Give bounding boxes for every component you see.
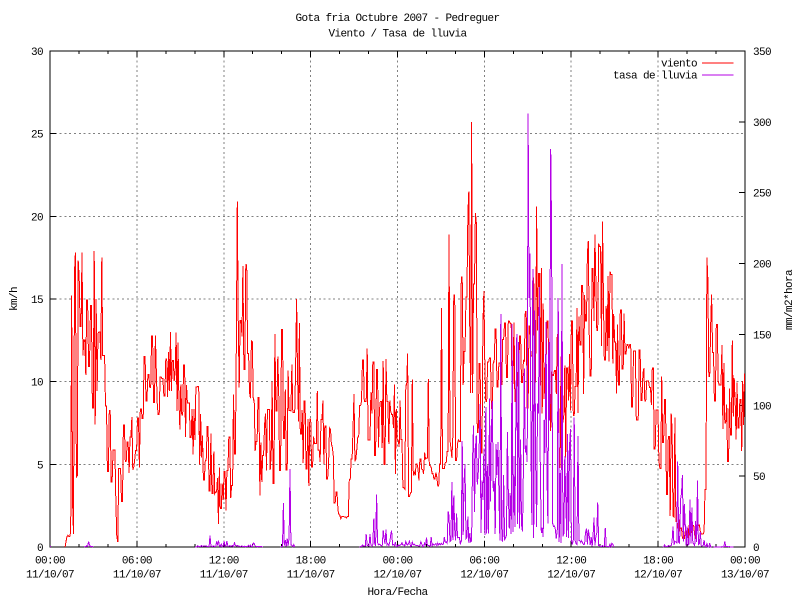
svg-text:18:00: 18:00 [643, 556, 673, 568]
svg-text:50: 50 [753, 472, 765, 484]
svg-text:11/10/07: 11/10/07 [113, 570, 161, 582]
svg-text:km/h: km/h [9, 287, 21, 311]
svg-text:18:00: 18:00 [296, 556, 326, 568]
svg-text:250: 250 [753, 189, 771, 201]
svg-text:300: 300 [753, 118, 771, 130]
svg-text:12/10/07: 12/10/07 [460, 570, 508, 582]
svg-text:20: 20 [31, 212, 43, 224]
svg-text:12:00: 12:00 [209, 556, 239, 568]
svg-text:0: 0 [37, 543, 43, 555]
svg-text:12:00: 12:00 [556, 556, 586, 568]
svg-text:12/10/07: 12/10/07 [547, 570, 595, 582]
svg-text:mm/m2*hora: mm/m2*hora [784, 269, 796, 330]
svg-text:13/10/07: 13/10/07 [721, 570, 769, 582]
svg-text:06:00: 06:00 [122, 556, 152, 568]
svg-text:15: 15 [31, 295, 43, 307]
svg-text:150: 150 [753, 330, 771, 342]
svg-text:00:00: 00:00 [35, 556, 65, 568]
svg-text:Gota fria Octubre 2007 - Pedre: Gota fria Octubre 2007 - Pedreguer [295, 13, 499, 25]
svg-text:12/10/07: 12/10/07 [373, 570, 421, 582]
svg-text:tasa de lluvia: tasa de lluvia [613, 71, 698, 83]
svg-text:Viento / Tasa de lluvia: Viento / Tasa de lluvia [328, 29, 467, 41]
svg-text:Hora/Fecha: Hora/Fecha [367, 587, 428, 599]
svg-text:12/10/07: 12/10/07 [634, 570, 682, 582]
svg-text:10: 10 [31, 378, 43, 390]
svg-text:100: 100 [753, 401, 771, 413]
svg-text:30: 30 [31, 47, 43, 59]
svg-text:06:00: 06:00 [469, 556, 499, 568]
svg-text:00:00: 00:00 [382, 556, 412, 568]
svg-text:11/10/07: 11/10/07 [26, 570, 74, 582]
svg-text:00:00: 00:00 [730, 556, 760, 568]
svg-text:11/10/07: 11/10/07 [200, 570, 248, 582]
svg-text:0: 0 [753, 543, 759, 555]
svg-text:11/10/07: 11/10/07 [287, 570, 335, 582]
svg-text:5: 5 [37, 460, 43, 472]
svg-text:350: 350 [753, 47, 771, 59]
svg-text:viento: viento [661, 59, 697, 71]
svg-text:25: 25 [31, 130, 43, 142]
svg-text:200: 200 [753, 260, 771, 272]
